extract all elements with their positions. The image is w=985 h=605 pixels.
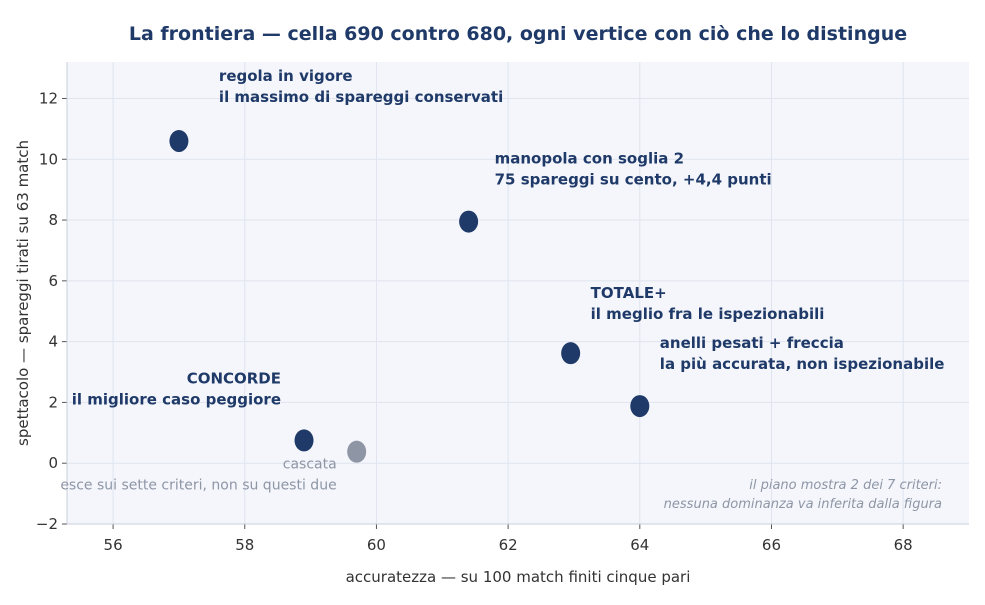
point-label: cascata — [283, 457, 337, 473]
x-tick-label: 66 — [762, 536, 781, 554]
point-label: anelli pesati + freccia — [660, 334, 844, 352]
point-label: CONCORDE — [187, 369, 281, 387]
plot-area — [67, 62, 969, 524]
note-line-2: nessuna dominanza va inferita dalla figu… — [664, 497, 942, 512]
point-label: regola in vigore — [219, 67, 353, 85]
point-annotations: regola in vigore il massimo di spareggi c… — [60, 67, 944, 494]
point-label: il meglio fra le ispezionabili — [591, 305, 825, 323]
point-label: la più accurata, non ispezionabile — [660, 355, 945, 373]
point-label: manopola con soglia 2 — [495, 150, 684, 168]
point-label: il migliore caso peggiore — [72, 390, 281, 408]
point-label: il massimo di spareggi conservati — [219, 88, 503, 106]
y-tick-label: 0 — [48, 454, 58, 472]
note-line-1: il piano mostra 2 dei 7 criteri: — [749, 478, 942, 493]
point-label: esce sui sette criteri, non su questi du… — [60, 478, 336, 494]
data-point — [459, 210, 479, 233]
y-tick-label: 6 — [48, 272, 58, 290]
point-label: TOTALE+ — [591, 284, 667, 302]
point-label: 75 spareggi su cento, +4,4 punti — [495, 171, 772, 189]
x-tick-label: 58 — [235, 536, 254, 554]
y-axis-label: spettacolo — spareggi tirati su 63 match — [14, 140, 32, 446]
y-tick-label: 2 — [48, 393, 58, 411]
grid-lines — [67, 62, 969, 525]
y-tick-label: 4 — [48, 333, 58, 351]
data-point — [294, 429, 314, 452]
x-tick-label: 56 — [104, 536, 123, 554]
data-points — [169, 130, 650, 463]
y-tick-label: 12 — [39, 89, 58, 107]
data-point — [347, 440, 367, 463]
x-tick-label: 60 — [367, 536, 386, 554]
x-tick-label: 64 — [630, 536, 649, 554]
chart-title: La frontiera — cella 690 contro 680, ogn… — [129, 23, 907, 45]
axis-lines — [66, 62, 969, 525]
x-tick-label: 62 — [499, 536, 518, 554]
data-point — [630, 395, 650, 418]
y-tick-label: 8 — [48, 211, 58, 229]
y-tick-label: 10 — [39, 150, 58, 168]
data-point — [561, 342, 581, 365]
data-point — [169, 130, 189, 153]
x-axis-label: accuratezza — su 100 match finiti cinque… — [346, 568, 691, 586]
y-tick-label: −2 — [36, 515, 58, 533]
x-tick-label: 68 — [894, 536, 913, 554]
